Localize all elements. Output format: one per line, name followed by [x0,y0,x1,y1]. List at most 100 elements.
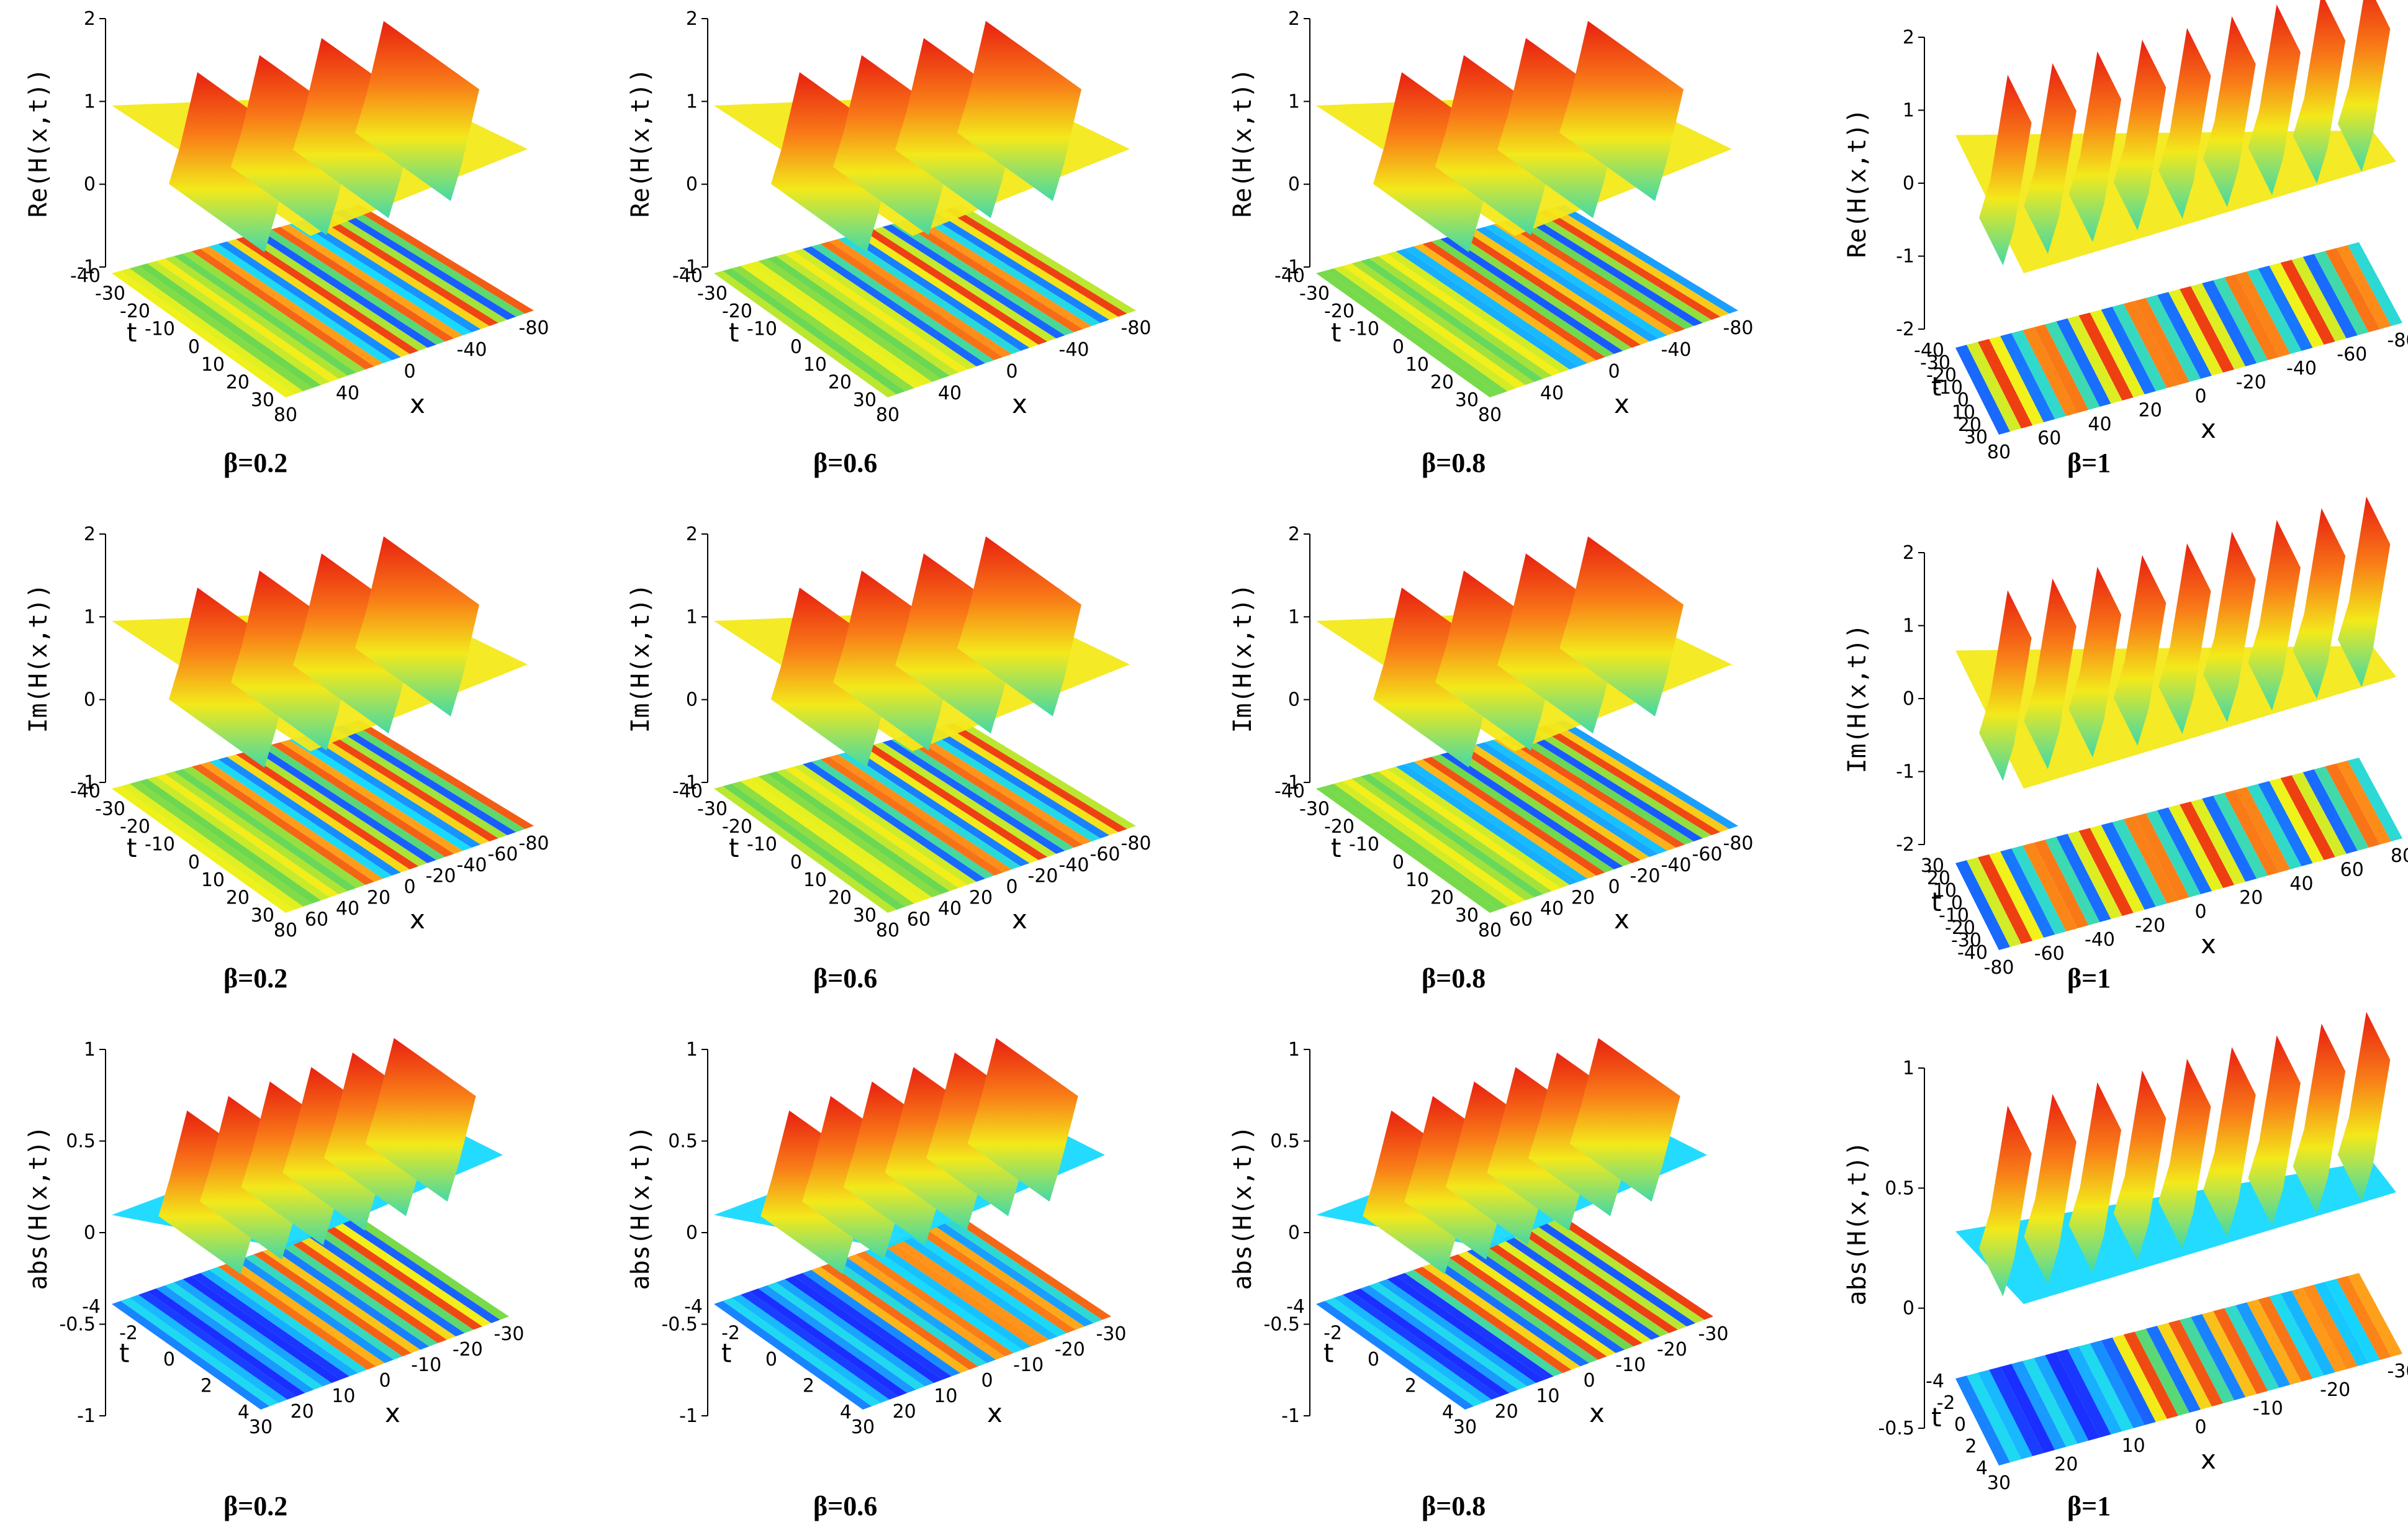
x-tick-label: 20 [2054,1454,2078,1475]
base-plane-im-1 [1955,758,2402,950]
z-tick-label: 0 [686,689,698,711]
x-tick-label: -20 [1055,1339,1085,1361]
t-tick-label: 0 [1392,336,1404,358]
x-axis-label: x [2201,414,2216,444]
caption-re-0.2: β=0.2 [223,447,287,479]
x-tick-label: 20 [2239,887,2263,909]
t-axis-label: t [1323,1338,1333,1369]
x-tick-label: -40 [1059,339,1089,361]
z-tick-label: 1 [686,606,698,628]
x-tick-label: -40 [457,854,487,876]
t-tick-label: 0 [765,1349,777,1370]
t-tick-label: 0 [188,851,200,873]
t-tick-label: 20 [1430,887,1454,908]
x-tick-label: 40 [938,898,962,920]
x-tick-label: 80 [876,404,900,426]
z-tick-label: -2 [1896,834,1914,856]
t-axis-label: t [1931,371,1941,402]
x-axis-label: x [410,904,425,935]
t-tick-label: 4 [1442,1402,1454,1423]
x-tick-label: 0 [1608,876,1620,898]
t-tick-label: 0 [1368,1349,1379,1370]
x-tick-label: -10 [1013,1354,1044,1376]
t-tick-label: 30 [1455,905,1479,926]
caption-abs-0.6: β=0.6 [813,1490,877,1522]
x-tick-label: 30 [851,1416,875,1438]
surface-re-0.6 [714,21,1130,253]
t-tick-label: 20 [828,371,852,393]
t-axis-label: t [127,317,137,348]
z-tick-label: 2 [1288,8,1300,30]
x-tick-label: 0 [1583,1370,1595,1392]
base-plane-abs-0.6 [714,1217,1111,1410]
z-tick-label: 0 [1903,1298,1914,1320]
x-tick-label: 0 [1006,876,1017,898]
plot-abs-1: 10.50-0.5abs(H(x,t))-4-20243020100-10-20… [1819,1031,2408,1540]
z-tick-label: 0.5 [668,1131,698,1153]
caption-im-0.2: β=0.2 [223,962,287,994]
x-tick-label: -80 [519,833,549,854]
x-tick-label: 20 [893,1401,916,1423]
z-tick-label: 1 [1903,1058,1914,1079]
base-plane-re-1 [1955,242,2402,435]
base-plane-re-0.8 [1316,205,1738,397]
base-plane-abs-0.2 [112,1217,509,1410]
x-tick-label: 40 [1540,383,1564,404]
t-tick-label: 2 [201,1375,212,1397]
base-plane-im-0.8 [1316,720,1738,913]
t-tick-label: 20 [226,371,250,393]
t-tick-label: 10 [1405,354,1429,376]
x-tick-label: 40 [336,898,359,920]
y-axis-label: abs(H(x,t)) [1843,1141,1872,1306]
z-tick-label: -1 [77,1405,96,1427]
x-tick-label: -60 [488,844,518,866]
z-tick-label: 2 [686,8,698,30]
surface-im-1 [1955,496,2396,789]
base-plane-re-0.2 [112,205,534,397]
x-tick-label: -80 [1723,833,1754,854]
x-axis-label: x [1589,1398,1605,1428]
z-tick-label: 0 [1903,688,1914,710]
x-tick-label: 0 [379,1370,390,1392]
caption-abs-0.2: β=0.2 [223,1490,287,1522]
z-tick-label: -1 [1281,1405,1300,1427]
z-tick-label: 2 [84,523,96,545]
t-tick-label: 2 [803,1375,814,1397]
x-tick-label: 40 [336,383,359,404]
t-axis-label: t [729,317,739,348]
x-tick-label: 40 [938,383,962,404]
z-tick-label: 2 [1288,523,1300,545]
x-tick-label: -80 [2388,330,2408,351]
z-tick-label: -0.5 [1878,1418,1914,1439]
t-tick-label: -4 [684,1296,703,1318]
caption-re-0.6: β=0.6 [813,447,877,479]
z-tick-label: 0 [1288,689,1300,711]
base-plane-re-0.6 [714,205,1136,397]
x-tick-label: 20 [367,887,390,909]
y-axis-label: Im(H(x,t)) [1229,584,1257,733]
x-tick-label: -60 [2034,943,2065,965]
x-tick-label: 20 [969,887,993,909]
z-tick-label: 1 [1288,1039,1300,1061]
x-tick-label: 80 [2391,845,2408,867]
x-tick-label: 0 [2194,901,2206,923]
caption-im-0.6: β=0.6 [813,962,877,994]
t-tick-label: 4 [1976,1457,1988,1479]
t-tick-label: 30 [251,905,274,926]
t-tick-label: 20 [226,887,250,908]
z-tick-label: 1 [84,606,96,628]
x-tick-label: 80 [876,920,900,941]
x-tick-label: -80 [1723,317,1754,339]
base-plane-im-0.2 [112,720,534,913]
x-tick-label: 10 [1536,1385,1559,1407]
x-tick-label: 0 [981,1370,993,1392]
x-tick-label: -10 [1615,1354,1646,1376]
t-axis-label: t [1931,1402,1941,1433]
x-tick-label: 0 [2194,386,2206,407]
x-tick-label: 60 [305,909,328,931]
z-tick-label: 2 [84,8,96,30]
